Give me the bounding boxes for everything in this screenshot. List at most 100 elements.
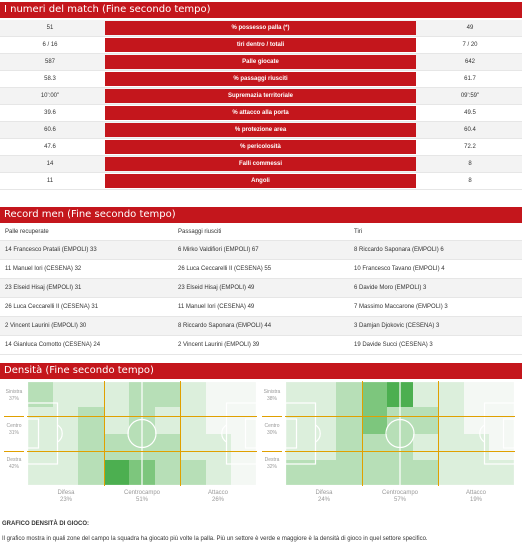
zone-separator-horizontal — [285, 416, 515, 417]
stat-value-home: 58.3 — [44, 76, 56, 82]
pitch-field — [285, 381, 515, 486]
side-label: Sinistra 38% — [263, 389, 281, 402]
stat-label: % possesso palla (*) — [105, 21, 416, 35]
record-cell: 23 Elseid Hisaj (EMPOLI) 49 — [178, 285, 255, 291]
record-cell: 10 Francesco Tavano (EMPOLI) 4 — [354, 266, 445, 272]
record-cell: 8 Riccardo Saponara (EMPOLI) 44 — [178, 323, 272, 329]
stat-row: 47.6 % pericolosità 72.2 — [0, 139, 522, 156]
record-cell: 2 Vincent Laurini (EMPOLI) 30 — [5, 323, 87, 329]
stat-value-away: 7 / 20 — [462, 42, 478, 48]
stat-value-away: 61.7 — [464, 76, 476, 82]
density-cell — [463, 407, 490, 434]
density-cell — [231, 433, 257, 460]
density-cell — [463, 433, 490, 460]
density-cell — [387, 407, 413, 434]
density-cell — [361, 459, 388, 486]
density-cell — [154, 459, 181, 486]
zone-label: Centrocampo 57% — [370, 490, 430, 504]
stat-value-away: 09':59" — [460, 93, 480, 99]
record-cell: 3 Damjan Djokovic (CESENA) 3 — [354, 323, 440, 329]
stat-row: 11 Angoli 8 — [0, 173, 522, 190]
record-cell: 7 Massimo Maccarone (EMPOLI) 3 — [354, 304, 448, 310]
density-cell — [361, 381, 388, 408]
density-cell — [205, 407, 232, 434]
stat-label: Supremazia territoriale — [105, 89, 416, 103]
side-label: Centro 30% — [264, 423, 280, 436]
stat-value-home: 51 — [46, 25, 54, 31]
stat-value-away: 8 — [468, 161, 472, 167]
density-cell — [129, 433, 155, 460]
header-tiri: Tiri — [354, 229, 363, 235]
density-cell — [231, 381, 257, 408]
density-cell — [180, 381, 206, 408]
density-cell — [438, 381, 464, 408]
stat-row: 39.6 % attacco alla porta 49.5 — [0, 105, 522, 122]
density-cell — [310, 381, 337, 408]
density-cell — [78, 433, 104, 460]
record-men-title: Record men (Fine secondo tempo) — [0, 207, 522, 223]
density-cell — [310, 459, 337, 486]
density-cell — [285, 407, 311, 434]
side-label: Centro 31% — [6, 423, 22, 436]
record-cell: 14 Francesco Pratali (EMPOLI) 33 — [5, 247, 97, 253]
density-cell — [310, 433, 337, 460]
density-cell — [387, 433, 413, 460]
density-cell — [205, 459, 232, 486]
side-label: Sinistra 37% — [5, 389, 23, 402]
stat-value-away: 60.4 — [464, 127, 476, 133]
record-cell: 26 Luca Ceccarelli II (CESENA) 31 — [5, 304, 99, 310]
stat-label: % passaggi riusciti — [105, 72, 416, 86]
zone-label: Attacco 26% — [188, 490, 248, 504]
stat-value-away: 8 — [468, 178, 472, 184]
density-cell — [231, 407, 257, 434]
record-cell: 11 Manuel Iori (CESENA) 32 — [5, 266, 82, 272]
side-separator — [4, 451, 24, 452]
density-cell — [463, 459, 490, 486]
density-cell — [27, 381, 53, 408]
density-cell — [361, 433, 388, 460]
record-cell: 14 Gianluca Comotto (CESENA) 24 — [5, 342, 101, 348]
stat-label: tiri dentro / totali — [105, 38, 416, 52]
density-cell — [387, 459, 413, 486]
density-cell — [103, 459, 130, 486]
side-separator-wrap — [260, 416, 284, 417]
pitch-field — [27, 381, 257, 486]
record-men-table: Palle recuperate Passaggi riusciti Tiri … — [0, 224, 522, 355]
zone-name: Difesa — [315, 490, 333, 496]
zone-separator-vertical — [104, 381, 105, 486]
density-cell — [129, 459, 155, 486]
zone-percent: 24% — [317, 497, 330, 503]
side-separator — [262, 416, 282, 417]
record-row: 14 Gianluca Comotto (CESENA) 24 2 Vincent… — [0, 336, 522, 355]
stat-value-home: 14 — [46, 161, 54, 167]
density-cell — [180, 407, 206, 434]
density-cell — [180, 459, 206, 486]
record-row: 11 Manuel Iori (CESENA) 32 26 Luca Ceccar… — [0, 260, 522, 279]
density-cell — [27, 433, 53, 460]
density-cell — [52, 433, 79, 460]
density-cell — [361, 407, 388, 434]
stat-row: 14 Falli commessi 8 — [0, 156, 522, 173]
record-cell: 23 Elseid Hisaj (EMPOLI) 31 — [5, 285, 82, 291]
stat-label: Angoli — [105, 174, 416, 188]
zone-separator-horizontal — [27, 451, 257, 452]
density-cell — [27, 407, 53, 434]
density-cell — [387, 381, 413, 408]
density-cell — [103, 381, 130, 408]
density-cell — [154, 407, 181, 434]
zone-percent: 23% — [59, 497, 72, 503]
density-cell — [489, 459, 515, 486]
side-label: Destra 42% — [6, 457, 22, 470]
legend-title: GRAFICO DENSITÀ DI GIOCO: — [2, 521, 89, 527]
zone-percent: 57% — [393, 497, 406, 503]
stat-label: % pericolosità — [105, 140, 416, 154]
zone-label: Attacco 19% — [446, 490, 506, 504]
density-cell — [52, 381, 79, 408]
zone-name: Difesa — [57, 490, 75, 496]
zone-percent: 19% — [469, 497, 482, 503]
stat-value-home: 39.6 — [44, 110, 56, 116]
side-separator-wrap — [2, 416, 26, 417]
zone-separator-vertical — [362, 381, 363, 486]
density-cell — [438, 433, 464, 460]
header-palle-recuperate: Palle recuperate — [5, 229, 49, 235]
